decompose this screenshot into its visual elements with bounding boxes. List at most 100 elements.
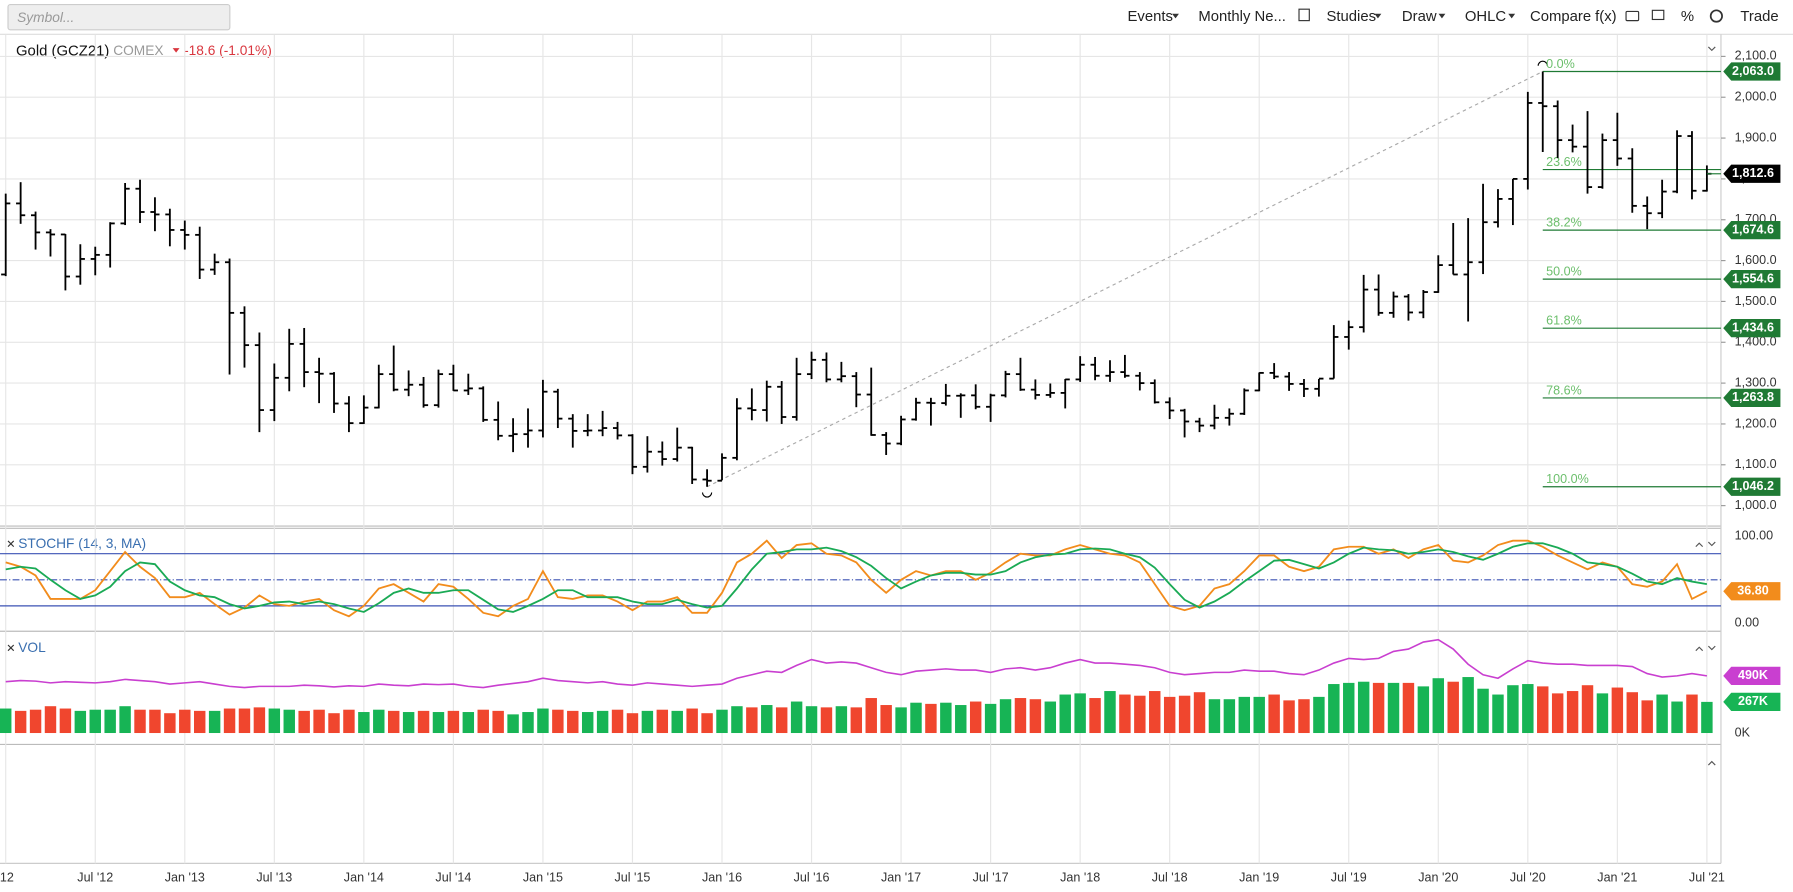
down-arrow xyxy=(172,48,180,53)
volume-bar xyxy=(641,710,654,734)
x-tick-label: Jul '20 xyxy=(1510,871,1546,885)
caret xyxy=(1172,13,1179,19)
fib-level-label: 23.6% xyxy=(1546,155,1582,169)
volume-bar xyxy=(89,709,101,734)
volume-bar xyxy=(581,712,594,734)
open-interest-line xyxy=(5,638,1708,689)
volume-bar xyxy=(1104,691,1116,734)
stoch-line xyxy=(5,542,1708,613)
volume-bar xyxy=(835,706,848,734)
volume-bar xyxy=(1163,696,1176,734)
volume-bar xyxy=(955,705,967,734)
volume-bar xyxy=(701,713,713,734)
volume-chip-bg xyxy=(1723,666,1781,686)
volume-bar xyxy=(149,709,161,734)
volume-bar xyxy=(1537,686,1549,734)
volume-bar xyxy=(1357,681,1370,734)
volume-bar xyxy=(1477,688,1489,734)
volume-bar xyxy=(1492,694,1504,734)
chart-type-menu[interactable]: OHLC xyxy=(1465,9,1507,25)
volume-bar xyxy=(44,706,57,734)
volume-bar xyxy=(1611,687,1624,734)
volume-bar xyxy=(1372,682,1385,734)
interval-menu[interactable]: Monthly Ne... xyxy=(1198,9,1286,25)
collapse-icon[interactable] xyxy=(1707,46,1716,52)
camera-icon[interactable] xyxy=(1625,10,1640,22)
volume-chip-bg xyxy=(1723,692,1781,712)
panel-controls[interactable] xyxy=(1707,760,1716,766)
volume-bar xyxy=(1432,678,1445,734)
percent-button[interactable]: % xyxy=(1681,9,1694,25)
x-tick-label: Jul '12 xyxy=(77,871,113,885)
y-tick-label: 2,000.0 xyxy=(1735,90,1777,104)
y-tick-label: 1,200.0 xyxy=(1735,416,1777,430)
close-icon[interactable] xyxy=(7,540,15,548)
y-tick-label: 2,100.0 xyxy=(1735,49,1777,63)
fib-level-label: 78.6% xyxy=(1546,383,1582,397)
fib-price-chip-bg xyxy=(1723,477,1781,496)
volume-bar xyxy=(1074,693,1086,734)
y-tick-label: 1,400.0 xyxy=(1735,335,1777,349)
symbol-input[interactable] xyxy=(7,4,231,31)
last-price-chip-bg xyxy=(1723,164,1781,183)
panel-controls[interactable] xyxy=(1695,541,1716,548)
volume-bar xyxy=(910,702,922,734)
x-tick-label: Jan '17 xyxy=(881,871,921,885)
volume-bar xyxy=(358,712,370,734)
y-tick-label: 0K xyxy=(1735,725,1751,739)
events-menu[interactable]: Events xyxy=(1127,9,1172,25)
volume-bar xyxy=(537,708,549,734)
volume-bar xyxy=(1626,692,1638,734)
x-tick-label: Jul '14 xyxy=(435,871,471,885)
calendar-icon[interactable] xyxy=(1298,8,1310,22)
trade-button[interactable]: Trade xyxy=(1740,9,1778,25)
price-change: -18.6 (-1.01%) xyxy=(184,43,272,58)
fib-price-chip-bg xyxy=(1723,388,1781,408)
volume-bar xyxy=(1119,694,1131,734)
volume-bar xyxy=(208,710,221,734)
fib-price-chip: 1,046.2 xyxy=(1732,479,1774,493)
volume-bar xyxy=(940,702,952,734)
volume-bar xyxy=(313,709,325,734)
volume-bar xyxy=(253,707,266,734)
fib-level-label: 0.0% xyxy=(1546,57,1575,71)
caret xyxy=(1438,13,1446,19)
settings-icon[interactable] xyxy=(1709,9,1723,23)
print-icon[interactable] xyxy=(1651,9,1665,21)
x-tick-label: Jul '19 xyxy=(1331,871,1367,885)
volume-bar xyxy=(552,709,564,734)
studies-menu[interactable]: Studies xyxy=(1326,9,1376,25)
volume-bar xyxy=(626,713,639,734)
volume-bar xyxy=(1313,696,1325,734)
panel-controls[interactable] xyxy=(1695,645,1716,652)
compare-button[interactable]: Compare xyxy=(1530,9,1591,25)
x-tick-label: Jul '15 xyxy=(615,871,651,885)
x-tick-label: Jan '19 xyxy=(1239,871,1279,885)
x-tick-label: Jan '13 xyxy=(165,871,205,885)
y-tick-label: 1,600.0 xyxy=(1735,253,1777,267)
volume-bar xyxy=(850,707,863,734)
volume-bar xyxy=(223,708,236,734)
draw-menu[interactable]: Draw xyxy=(1402,9,1437,25)
volume-bar xyxy=(477,709,489,734)
volume-bar xyxy=(432,712,445,734)
caret xyxy=(1508,13,1516,19)
volume-bar xyxy=(1328,684,1340,734)
volume-bar xyxy=(59,708,72,734)
stoch-line xyxy=(5,539,1708,618)
volume-bar xyxy=(686,708,698,734)
fib-level-label: 38.2% xyxy=(1546,216,1582,230)
function-button[interactable]: f(x) xyxy=(1595,9,1617,25)
volume-bar xyxy=(790,701,803,734)
volume-bar xyxy=(1298,699,1310,734)
volume-bar xyxy=(746,707,758,734)
fib-price-chip: 1,554.6 xyxy=(1732,271,1774,285)
high-marker xyxy=(1537,60,1548,66)
fib-price-chip: 2,063.0 xyxy=(1732,64,1774,78)
volume-bar xyxy=(716,709,728,734)
volume-bar xyxy=(298,710,310,734)
volume-bar xyxy=(1014,698,1027,734)
close-icon[interactable] xyxy=(7,644,15,652)
